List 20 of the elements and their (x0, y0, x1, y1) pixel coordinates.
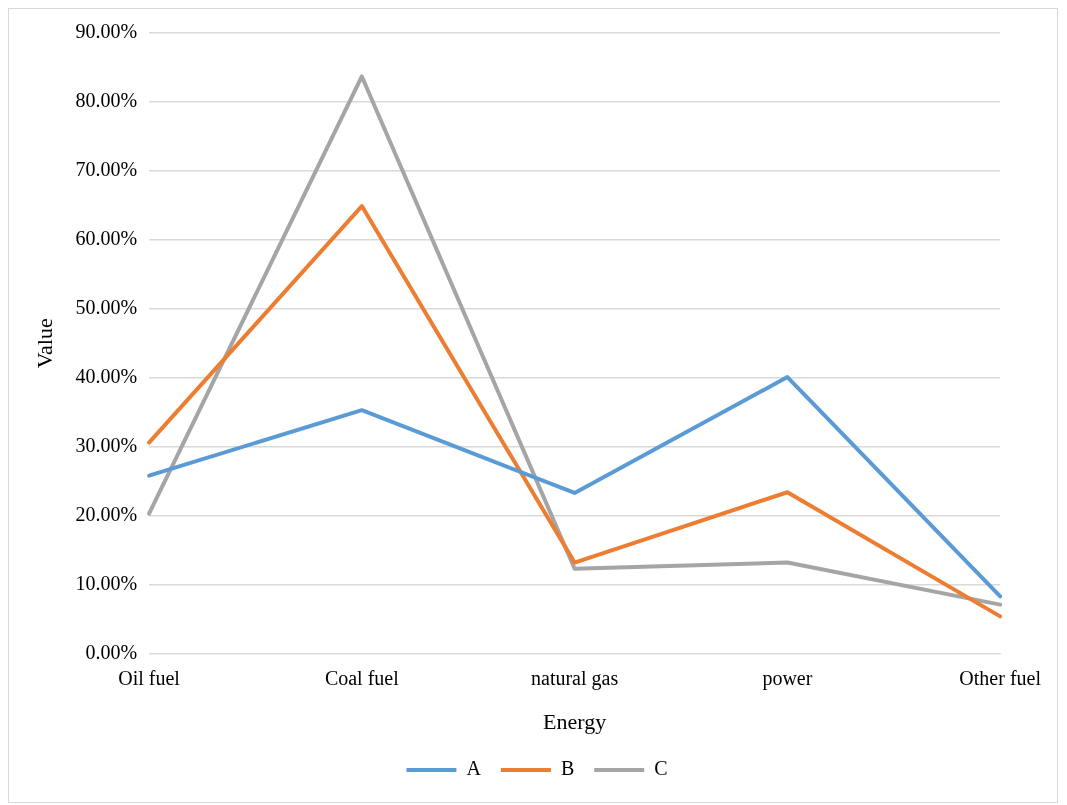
y-tick-label: 60.00% (75, 227, 138, 250)
y-axis-title: Value (31, 318, 57, 369)
legend-label: A (466, 757, 482, 780)
x-tick-label: Other fuel (959, 666, 1042, 689)
legend-label: B (560, 757, 575, 780)
y-tick-label: 80.00% (75, 89, 138, 112)
y-tick-label: 20.00% (75, 502, 138, 525)
y-tick-label: 90.00% (75, 20, 138, 43)
y-tick-label: 30.00% (75, 433, 138, 456)
y-tick-label: 10.00% (75, 571, 138, 594)
legend-label: C (654, 757, 668, 780)
x-tick-label: Coal fuel (324, 666, 400, 689)
y-tick-label: 0.00% (85, 640, 138, 663)
x-tick-label: power (762, 666, 813, 690)
y-tick-label: 70.00% (75, 158, 138, 181)
x-axis-title: Energy (543, 708, 607, 734)
x-tick-label: natural gas (531, 666, 619, 690)
y-tick-label: 50.00% (75, 296, 138, 319)
x-tick-label: Oil fuel (118, 666, 181, 689)
y-tick-label: 40.00% (75, 365, 138, 388)
